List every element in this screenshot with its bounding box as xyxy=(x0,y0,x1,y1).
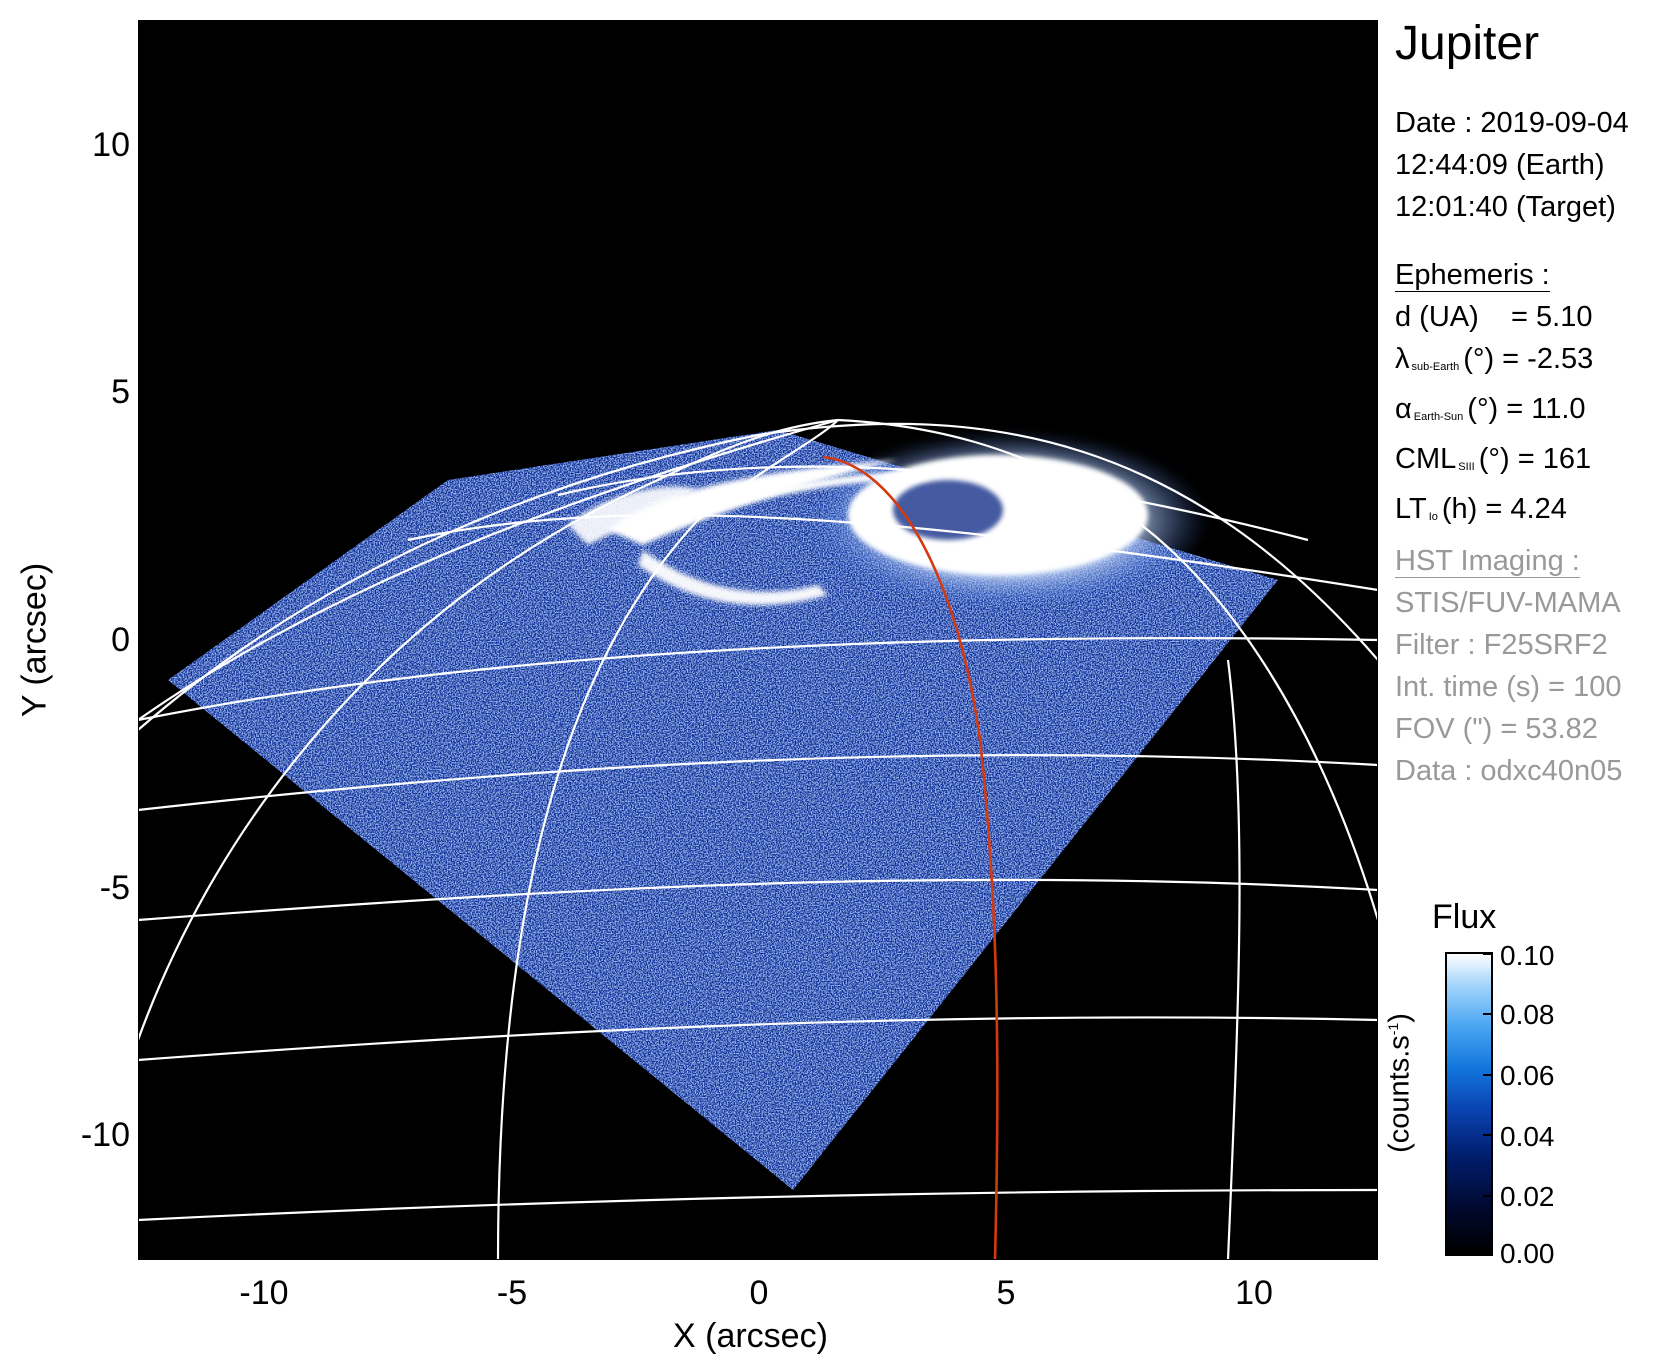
ephemeris-block: Ephemeris : d (UA) = 5.10 λ sub-Earth (°) … xyxy=(1395,254,1593,538)
imaging-header: HST Imaging : xyxy=(1395,545,1580,578)
aurora-emission xyxy=(568,432,1208,608)
colorbar-title: Flux xyxy=(1432,898,1497,936)
io-local-time: LT Io (h) = 4.24 xyxy=(1395,493,1567,525)
colorbar-tick-label: 0.00 xyxy=(1500,1238,1555,1269)
ephemeris-header: Ephemeris : xyxy=(1395,259,1550,292)
y-tick-label: 0 xyxy=(111,621,130,659)
data-id: Data : odxc40n05 xyxy=(1395,755,1623,787)
y-tick-label: -5 xyxy=(99,869,130,907)
detector-field xyxy=(168,430,1278,1190)
imaging-block: HST Imaging : STIS/FUV-MAMA Filter : F25… xyxy=(1395,540,1622,792)
phase-angle: α Earth-Sun (°) = 11.0 xyxy=(1395,393,1586,425)
date-line: Date : 2019-09-04 xyxy=(1395,107,1629,139)
colorbar-tick xyxy=(1483,1013,1493,1015)
target-time: 12:01:40 (Target) xyxy=(1395,191,1616,223)
colorbar-tick xyxy=(1483,1134,1493,1136)
sub-earth-latitude: λ sub-Earth (°) = -2.53 xyxy=(1395,343,1594,375)
colorbar-tick-label: 0.02 xyxy=(1500,1181,1555,1212)
x-tick-label: -10 xyxy=(239,1274,289,1312)
colorbar-tick xyxy=(1483,1195,1493,1197)
planetographic-grid xyxy=(138,418,1378,1260)
colorbar-unit: (counts.s-1) xyxy=(1383,1013,1416,1153)
y-tick-label: -10 xyxy=(80,1116,130,1154)
distance-value: d (UA) = 5.10 xyxy=(1395,301,1593,333)
colorbar-tick xyxy=(1483,1253,1493,1255)
x-tick-label: 5 xyxy=(996,1274,1016,1312)
field-of-view: FOV (") = 53.82 xyxy=(1395,713,1598,745)
observation-date: Date : 2019-09-04 12:44:09 (Earth) 12:01… xyxy=(1395,102,1629,228)
colorbar-tick-label: 0.08 xyxy=(1500,999,1555,1030)
colorbar-tick-label: 0.06 xyxy=(1500,1060,1555,1091)
integration-time: Int. time (s) = 100 xyxy=(1395,671,1622,703)
colorbar-tick xyxy=(1483,1074,1493,1076)
target-title: Jupiter xyxy=(1395,17,1540,70)
colorbar-tick-label: 0.10 xyxy=(1500,940,1555,971)
x-tick-label: -5 xyxy=(496,1274,528,1312)
auroral-image-panel xyxy=(138,20,1378,1260)
y-tick-label: 5 xyxy=(111,373,130,411)
filter: Filter : F25SRF2 xyxy=(1395,629,1608,661)
colorbar-tick-label: 0.04 xyxy=(1500,1121,1555,1152)
colorbar-tick xyxy=(1483,953,1493,955)
instrument: STIS/FUV-MAMA xyxy=(1395,587,1621,619)
y-tick-label: 10 xyxy=(92,126,130,164)
x-tick-label: 0 xyxy=(749,1274,769,1312)
central-meridian-longitude: CML SIII (°) = 161 xyxy=(1395,443,1592,475)
colorbar xyxy=(1445,952,1493,1256)
meridian-highlight xyxy=(822,455,999,1260)
y-axis-label: Y (arcsec) xyxy=(15,562,54,718)
x-axis-label: X (arcsec) xyxy=(673,1317,828,1355)
earth-time: 12:44:09 (Earth) xyxy=(1395,149,1605,181)
x-tick-label: 10 xyxy=(1235,1274,1273,1312)
